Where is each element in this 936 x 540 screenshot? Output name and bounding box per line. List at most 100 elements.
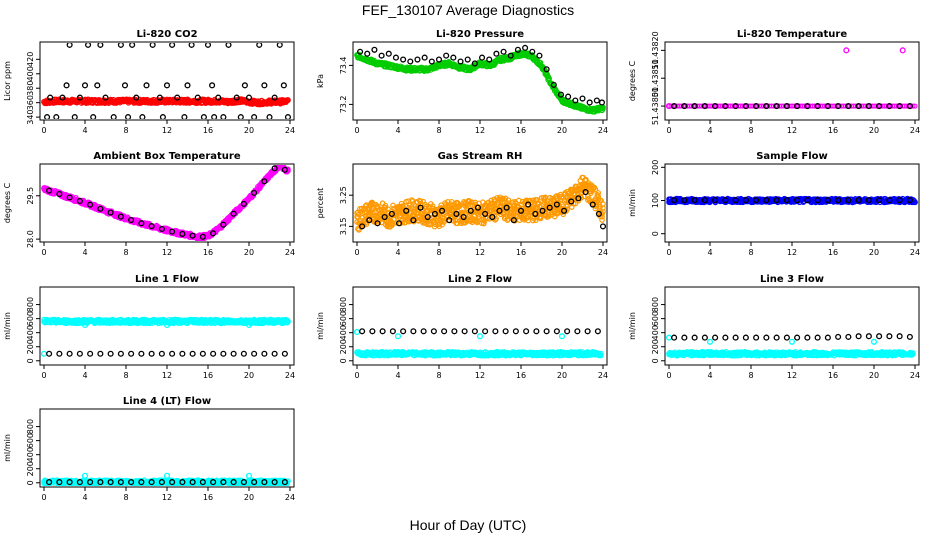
data-point [174, 94, 181, 101]
panel-title: Li-820 CO2 [136, 29, 197, 40]
y-tick-label: 340 [26, 109, 35, 124]
data-point [575, 197, 582, 204]
plot-area [666, 195, 918, 206]
y-axis-label: ml/min [3, 312, 12, 340]
data-point [814, 197, 821, 204]
y-tick-label: 200 [651, 160, 660, 175]
y-axis-label: ml/min [316, 312, 325, 340]
data-point [107, 350, 114, 357]
data-point [251, 114, 258, 119]
y-tick-label: 800 [26, 297, 35, 312]
data-point [539, 207, 546, 214]
series [354, 174, 606, 233]
panel-title: Line 1 Flow [135, 274, 199, 285]
data-point [701, 103, 708, 110]
series [666, 103, 918, 109]
data-point [266, 114, 273, 119]
y-tick-label: 51.43800 [651, 87, 660, 125]
y-tick-label: 400 [651, 325, 660, 340]
data-point [598, 352, 604, 359]
data-point [691, 103, 698, 110]
data-point [200, 114, 207, 119]
data-point [481, 218, 488, 224]
data-point [194, 94, 201, 101]
data-point [121, 82, 129, 89]
series [671, 197, 913, 204]
x-tick-label: 16 [516, 248, 526, 257]
series [46, 165, 288, 240]
plot-area [354, 328, 604, 359]
data-point [742, 103, 749, 110]
x-tick-label: 24 [910, 371, 920, 380]
data-point [374, 220, 381, 227]
data-point [865, 197, 872, 204]
x-tick-label: 20 [244, 371, 254, 380]
data-point [594, 328, 601, 335]
data-point [553, 328, 560, 335]
x-tick-label: 8 [748, 126, 753, 135]
x-tick-label: 16 [516, 371, 526, 380]
x-tick-label: 12 [787, 248, 797, 257]
y-tick-label: 380 [26, 81, 35, 96]
data-point [189, 350, 196, 357]
data-point [410, 328, 417, 335]
data-point [143, 82, 150, 89]
data-point [87, 350, 94, 357]
data-point [359, 328, 366, 335]
data-point [896, 197, 903, 204]
plot-area [41, 165, 291, 241]
x-tick-label: 4 [395, 126, 400, 135]
data-point [76, 197, 83, 205]
data-point [804, 103, 811, 110]
data-point [403, 207, 410, 214]
data-point [97, 350, 104, 357]
data-point [753, 103, 760, 110]
data-point [133, 94, 140, 101]
data-point [597, 204, 603, 210]
data-point [712, 103, 719, 110]
data-point [400, 328, 407, 335]
y-tick-label: 400 [26, 66, 35, 81]
data-point [138, 350, 145, 357]
data-point [90, 114, 97, 119]
y-axis-label: degrees C [628, 60, 637, 101]
data-point [835, 197, 842, 204]
data-point [46, 187, 53, 194]
data-point [529, 48, 536, 55]
x-tick-label: 0 [666, 126, 671, 135]
data-point [722, 197, 729, 204]
data-point [514, 46, 521, 53]
data-point [910, 103, 916, 109]
data-point [906, 197, 913, 204]
series [41, 321, 253, 357]
data-point [66, 43, 73, 48]
data-point [417, 204, 424, 211]
data-point [794, 197, 801, 204]
x-tick-label: 20 [557, 126, 567, 135]
y-axis-label: kPa [316, 74, 325, 88]
data-point [233, 94, 240, 101]
panel-title: Gas Stream RH [438, 151, 523, 162]
data-point [491, 201, 497, 208]
data-point [482, 210, 489, 217]
data-point [230, 350, 237, 357]
data-point [773, 103, 780, 110]
data-point [533, 217, 539, 224]
data-point [245, 94, 253, 101]
data-point [375, 218, 382, 225]
x-tick-label: 4 [707, 126, 712, 135]
data-point [595, 210, 602, 217]
data-point [158, 350, 165, 357]
data-point [285, 318, 291, 324]
data-point [598, 99, 606, 106]
y-tick-label: 51.43820 [651, 31, 660, 69]
x-tick-label: 8 [436, 371, 441, 380]
y-axis-label: percent [316, 188, 325, 219]
x-tick-label: 12 [162, 126, 172, 135]
x-tick-label: 0 [666, 371, 671, 380]
data-point [496, 207, 503, 214]
x-tick-label: 24 [910, 126, 920, 135]
data-point [575, 195, 582, 202]
